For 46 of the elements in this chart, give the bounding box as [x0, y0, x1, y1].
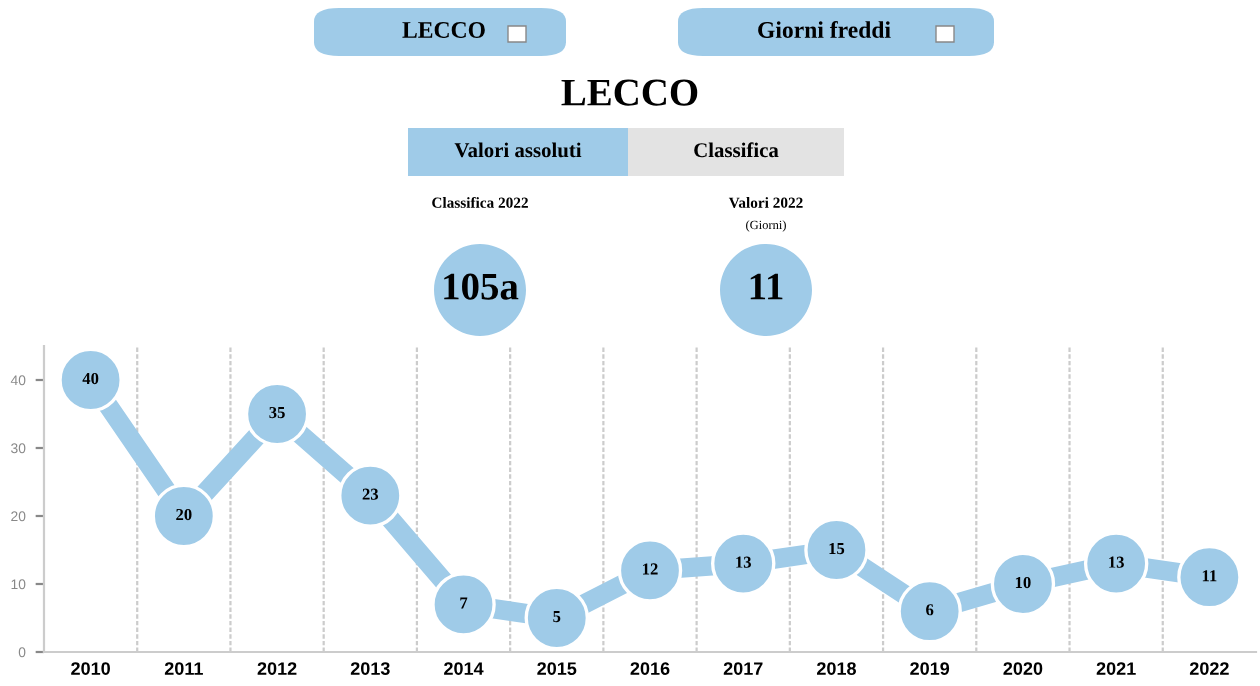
x-tick-label: 2018 — [817, 662, 856, 675]
data-label: 12 — [643, 563, 658, 575]
x-tick-label: 2013 — [350, 662, 390, 676]
data-label: 40 — [82, 372, 99, 385]
text: Valori assoluti — [454, 142, 582, 158]
data-label: 20 — [176, 508, 192, 521]
text: LECCO — [402, 22, 485, 38]
x-tick-label: 2021 — [1096, 662, 1136, 675]
x-tick-label: 2010 — [71, 662, 110, 675]
point — [431, 572, 496, 637]
text: Classifica — [694, 142, 779, 158]
text: 11 — [750, 273, 783, 300]
x-tick-label: 2011 — [164, 662, 203, 675]
point — [524, 585, 589, 651]
point — [804, 517, 869, 583]
x-tick-label: 2015 — [537, 662, 577, 675]
chart-title: LECCO — [561, 79, 698, 106]
data-label: 7 — [460, 597, 468, 609]
point — [617, 538, 683, 603]
data-label: 10 — [1015, 576, 1031, 589]
point — [897, 578, 962, 644]
point — [1083, 531, 1149, 596]
x-tick-label: 2020 — [1003, 662, 1043, 675]
data-label: 5 — [553, 611, 561, 623]
point — [711, 531, 776, 596]
x-tick-label: 2014 — [444, 662, 484, 675]
data-label: 23 — [362, 488, 379, 500]
point — [244, 381, 310, 447]
x-tick-label: 2022 — [1189, 662, 1229, 675]
text: 105a — [444, 273, 519, 300]
data-label: 11 — [1202, 570, 1217, 582]
x-tick-label: 2016 — [630, 662, 670, 675]
data-label: 13 — [1109, 556, 1124, 568]
point — [1177, 544, 1242, 610]
x-tick-label: 2017 — [723, 662, 763, 675]
data-label: 35 — [269, 406, 285, 419]
point — [58, 347, 123, 413]
x-tick-label: 2019 — [910, 662, 950, 675]
data-label: 15 — [829, 543, 845, 555]
data-label: 13 — [736, 556, 751, 568]
data-label: 6 — [926, 604, 934, 616]
point — [338, 463, 403, 528]
text: Giorni freddi — [758, 21, 891, 38]
point — [151, 483, 217, 549]
point — [990, 551, 1056, 617]
x-tick-label: 2012 — [257, 662, 297, 675]
